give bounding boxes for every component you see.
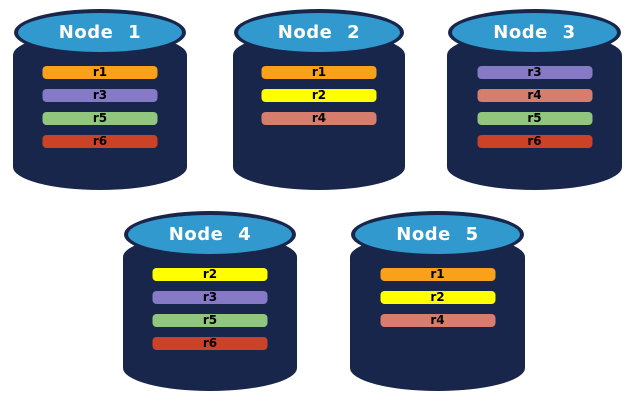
replica-bar-r5: r5 [42,111,158,125]
replica-label: r5 [527,111,542,125]
replica-list: r3 r4 r5 r6 [477,66,592,158]
node-cylinder-2: Node 2 r1 r2 r4 [233,9,405,190]
node-cylinder-5: Node 5 r1 r2 r4 [350,211,525,391]
replica-bar-r3: r3 [42,88,158,102]
replica-bar-r4: r4 [261,111,377,125]
replica-bar-r6: r6 [152,336,268,350]
replica-bar-r1: r1 [380,268,495,281]
node-cylinder-4: Node 4 r2 r3 r5 r6 [123,211,297,391]
replica-bar-r1: r1 [42,65,158,79]
cylinder-top: Node 3 [448,9,621,56]
replica-bar-r4: r4 [477,89,592,102]
node-cylinder-3: Node 3 r3 r4 r5 r6 [447,9,622,190]
replica-bar-r3: r3 [152,290,268,304]
replica-label: r3 [202,290,218,304]
replica-bar-r6: r6 [477,135,592,148]
cylinder-body [13,32,187,190]
replica-list: r1 r3 r5 r6 [42,65,158,158]
replica-list: r1 r2 r4 [380,268,495,337]
replica-bar-r2: r2 [380,291,495,304]
node-title: Node 5 [396,224,479,245]
cylinder-top: Node 5 [351,211,524,258]
replica-bar-r4: r4 [380,314,495,327]
node-title: Node 1 [58,22,142,43]
cylinder-body [233,32,405,190]
replica-list: r1 r2 r4 [261,65,377,135]
replica-label: r6 [92,134,108,148]
replica-label: r2 [430,290,445,304]
cylinder-body [350,234,525,391]
node-title: Node 2 [277,22,361,43]
replica-bar-r3: r3 [477,66,592,79]
replica-label: r6 [202,336,218,350]
replica-label: r6 [527,134,542,148]
cylinder-top: Node 1 [14,9,186,56]
cylinder-top: Node 2 [234,9,404,56]
replica-label: r5 [92,111,108,125]
replica-label: r2 [311,88,327,102]
replica-label: r4 [527,88,542,102]
replica-label: r4 [311,111,327,125]
replica-bar-r5: r5 [477,112,592,125]
replica-label: r1 [92,65,108,79]
replica-label: r5 [202,313,218,327]
replica-label: r2 [202,267,218,281]
replica-bar-r6: r6 [42,134,158,148]
cylinder-top: Node 4 [124,211,296,258]
replica-label: r1 [311,65,327,79]
replica-label: r3 [92,88,108,102]
replica-bar-r2: r2 [152,267,268,281]
node-cylinder-1: Node 1 r1 r3 r5 r6 [13,9,187,190]
replica-list: r2 r3 r5 r6 [152,267,268,360]
replica-bar-r1: r1 [261,65,377,79]
cylinder-body [123,234,297,391]
replica-bar-r2: r2 [261,88,377,102]
replica-label: r4 [430,313,445,327]
cylinder-body [447,32,622,190]
replica-label: r3 [527,65,542,79]
node-title: Node 4 [168,224,252,245]
replica-bar-r5: r5 [152,313,268,327]
replica-label: r1 [430,267,445,281]
node-title: Node 3 [493,22,576,43]
